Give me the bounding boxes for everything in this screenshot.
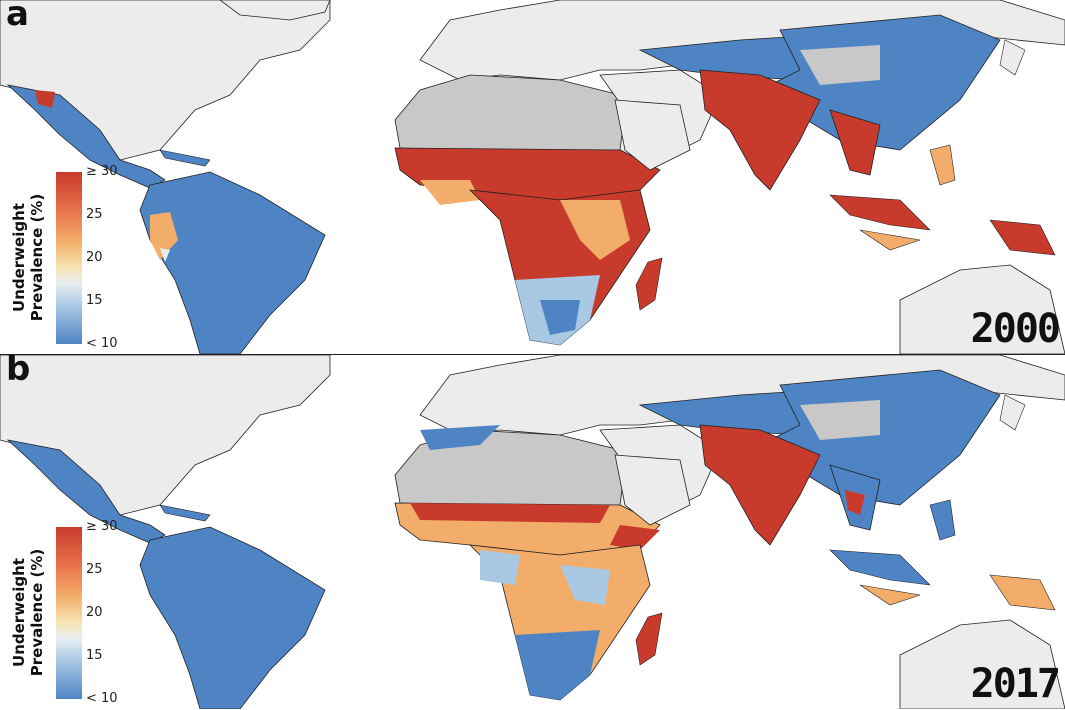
legend-tick-30: ≥ 30 [86,519,118,534]
legend-tick-15: 15 [86,648,103,663]
panel-year-2000: 2000 [970,306,1061,352]
legend-title-a: Underweight Prevalence (%) [10,193,46,322]
legend-colorbar-b [56,527,82,699]
legend-tick-30: ≥ 30 [86,164,118,179]
legend-tick-10: < 10 [86,336,118,351]
legend-title-b: Underweight Prevalence (%) [10,548,46,677]
panel-b: b 2017 Underweight Prevalence (%) ≥ 30 2… [0,355,1065,709]
legend-tick-15: 15 [86,293,103,308]
legend-tick-20: 20 [86,250,103,265]
legend-tick-25: 25 [86,562,103,577]
legend-tick-10: < 10 [86,691,118,706]
panel-divider [0,354,1065,355]
legend-tick-25: 25 [86,207,103,222]
panel-letter-b: b [6,355,31,389]
panel-a: a 2000 Underweight Prevalence (%) ≥ 30 2… [0,0,1065,354]
map-2000 [0,0,1065,354]
map-2017 [0,355,1065,709]
legend-tick-20: 20 [86,605,103,620]
panel-letter-a: a [6,0,29,34]
panel-year-2017: 2017 [970,661,1061,707]
legend-colorbar-a [56,172,82,344]
